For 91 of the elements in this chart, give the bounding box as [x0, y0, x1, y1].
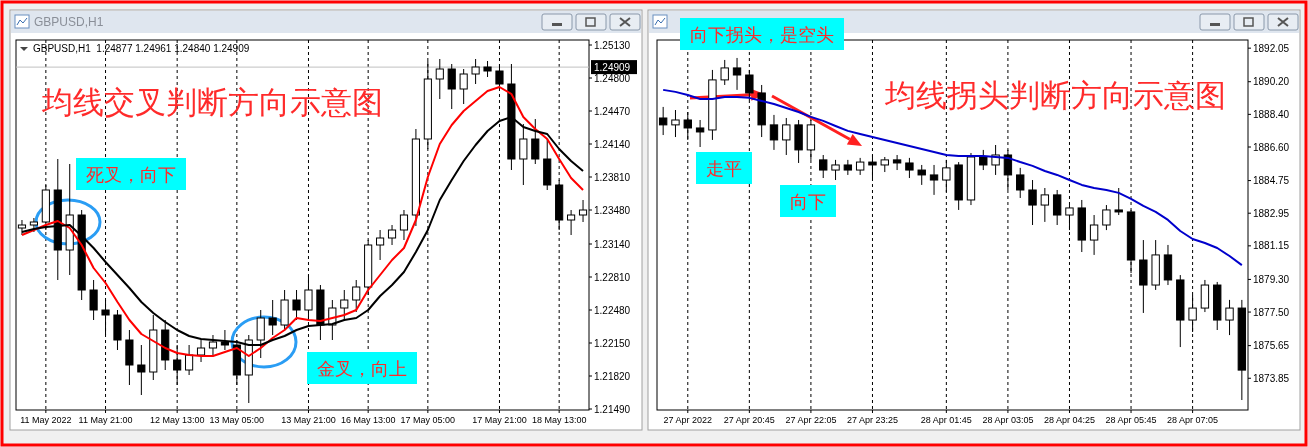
candlestick	[1225, 299, 1234, 336]
candlestick	[769, 114, 779, 151]
candlestick	[567, 209, 576, 236]
y-tick-label: 1881.15	[1253, 240, 1290, 252]
candlestick	[1200, 279, 1210, 313]
candlestick	[340, 289, 349, 321]
x-tick-label: 28 Apr 03:05	[982, 415, 1034, 425]
x-tick-label: 27 Apr 20:45	[723, 415, 775, 425]
x-tick-label: 17 May 21:00	[472, 415, 527, 425]
candlestick	[447, 63, 456, 110]
candlestick	[917, 164, 926, 186]
x-tick-label: 13 May 05:00	[209, 415, 265, 425]
x-tick-label: 27 Apr 23:25	[846, 415, 898, 425]
y-tick-label: 1875.65	[1253, 340, 1290, 352]
x-tick-label: 17 May 05:00	[400, 415, 456, 425]
y-tick-label: 1.24800	[594, 72, 631, 84]
candlestick	[352, 279, 361, 313]
candlestick	[1028, 179, 1037, 226]
candlestick	[292, 289, 301, 321]
candlestick	[435, 58, 444, 100]
candlestick	[683, 111, 692, 141]
candlestick	[1114, 187, 1123, 216]
y-tick-label: 1873.85	[1253, 372, 1290, 384]
y-tick-label: 1888.40	[1253, 108, 1290, 120]
ref-line-label: 1.24909	[594, 61, 631, 73]
candlestick	[671, 109, 680, 138]
y-tick-label: 1890.20	[1253, 76, 1290, 88]
candlestick	[459, 68, 468, 105]
x-tick-label: 16 May 13:00	[340, 415, 396, 425]
x-tick-label: 18 May 13:00	[531, 415, 587, 425]
y-tick-label: 1882.95	[1253, 207, 1290, 219]
candlestick	[732, 57, 742, 91]
x-tick-label: 27 Apr 2022	[663, 415, 713, 425]
candlestick	[519, 123, 528, 186]
y-tick-label: 1892.05	[1253, 42, 1290, 54]
annotation: 均线拐头判断方向示意图	[884, 78, 1226, 113]
candlestick	[782, 117, 791, 156]
y-tick-label: 1.24470	[594, 105, 631, 117]
x-tick-label: 27 Apr 22:05	[785, 415, 837, 425]
candlestick	[399, 209, 409, 241]
candlestick	[819, 154, 828, 179]
candlestick	[173, 344, 182, 386]
candlestick	[720, 59, 729, 86]
annotation: 死叉，向下	[86, 165, 176, 185]
chart-subtitle: GBPUSD,H1 1.24877 1.24961 1.24840 1.24909	[33, 43, 250, 54]
candlestick	[268, 299, 277, 336]
y-tick-label: 1.21490	[594, 403, 631, 415]
candlestick	[89, 279, 98, 321]
x-tick-label: 11 May 21:00	[78, 415, 133, 425]
y-tick-label: 1.22810	[594, 271, 631, 283]
candlestick	[831, 159, 840, 181]
candlestick	[1089, 214, 1099, 256]
x-tick-label: 12 May 13:00	[149, 415, 205, 425]
annotation: 向下	[790, 192, 826, 212]
y-tick-label: 1884.75	[1253, 175, 1290, 187]
candlestick	[905, 157, 914, 179]
candlestick	[929, 164, 939, 196]
x-tick-label: 28 Apr 07:05	[1167, 415, 1219, 425]
y-tick-label: 1.23140	[594, 238, 631, 250]
candlestick	[376, 229, 385, 261]
candlestick	[695, 119, 705, 148]
annotation: 走平	[706, 159, 742, 179]
y-tick-label: 1.22480	[594, 304, 631, 316]
y-tick-label: 1.21820	[594, 370, 631, 382]
x-tick-label: 13 May 21:00	[281, 415, 336, 425]
candlestick	[979, 149, 988, 171]
candlestick	[1102, 204, 1111, 231]
x-tick-label: 28 Apr 05:45	[1105, 415, 1157, 425]
y-tick-label: 1886.60	[1253, 141, 1290, 153]
annotation: 向下拐头，是空头	[690, 25, 834, 45]
chart-title: GBPUSD,H1	[34, 15, 104, 29]
candlestick	[1016, 167, 1025, 199]
annotation: 均线交叉判断方向示意图	[41, 85, 383, 120]
candlestick	[185, 344, 194, 376]
x-tick-label: 28 Apr 04:25	[1043, 415, 1095, 425]
y-tick-label: 1.23480	[594, 204, 631, 216]
x-tick-label: 28 Apr 01:45	[920, 415, 972, 425]
candlestick	[1052, 189, 1062, 226]
y-tick-label: 1877.50	[1253, 306, 1290, 318]
candlestick	[471, 58, 480, 85]
candlestick	[1040, 187, 1050, 223]
y-tick-label: 1879.30	[1253, 273, 1290, 285]
x-tick-label: 11 May 2022	[20, 415, 72, 425]
y-tick-label: 1.25130	[594, 39, 631, 51]
candlestick	[387, 224, 397, 246]
candlestick	[137, 344, 146, 396]
candlestick	[892, 154, 902, 171]
y-tick-label: 1.24140	[594, 138, 631, 150]
y-tick-label: 1.22150	[594, 337, 631, 349]
annotation: 金叉，向上	[317, 359, 407, 379]
y-tick-label: 1.23810	[594, 171, 631, 183]
